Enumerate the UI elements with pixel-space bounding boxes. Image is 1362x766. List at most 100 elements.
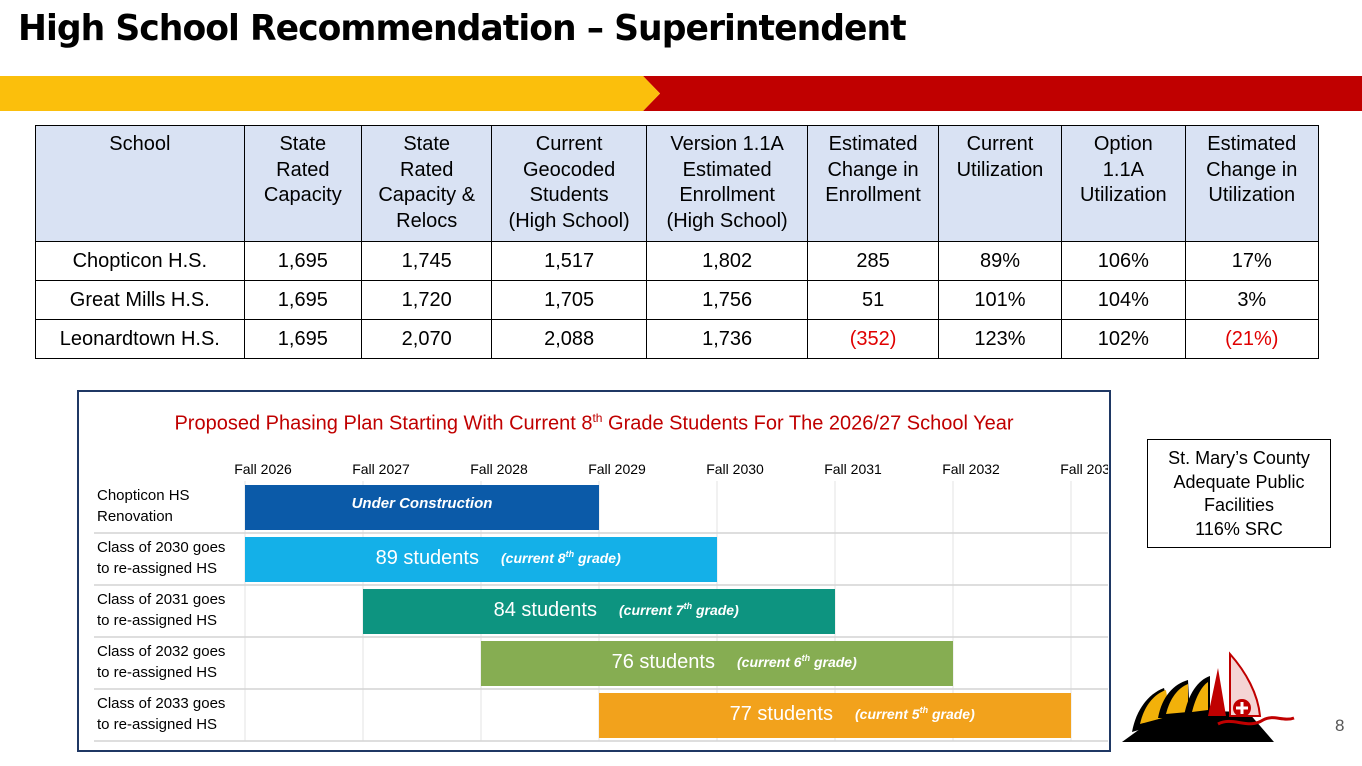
table-cell: (21%) xyxy=(1184,319,1320,359)
row-label: Class of 2032 goes xyxy=(97,643,225,660)
grade-note-sup: th xyxy=(920,705,929,715)
year-label: Fall 2028 xyxy=(470,461,528,477)
grade-note: (current 8th grade) xyxy=(501,549,621,566)
apf-line: Adequate Public xyxy=(1173,471,1305,492)
column-header-line: School xyxy=(109,133,171,155)
apf-line: 116% SRC xyxy=(1195,518,1283,539)
column-header-line: Students xyxy=(529,184,609,206)
table-cell: 104% xyxy=(1061,280,1186,320)
row-label: to re-assigned HS xyxy=(97,612,217,629)
phasing-gantt: Fall 2026 Fall 2027 Fall 2028 Fall 2029 Fall… xyxy=(94,461,1108,742)
column-header-line: State xyxy=(403,133,451,155)
page-number: 8 xyxy=(1335,716,1345,735)
year-label: Fall 2031 xyxy=(824,461,882,477)
table-row: Chopticon H.S. 1,695 1,745 1,517 1,802 285 89%… xyxy=(35,241,1320,281)
table-cell: 2,088 xyxy=(491,319,647,359)
table-cell: 3% xyxy=(1184,280,1320,320)
table-cell: 1,720 xyxy=(360,280,493,320)
table-cell: 123% xyxy=(937,319,1063,359)
column-header-line: Enrollment xyxy=(679,184,775,206)
row-label: Class of 2031 goes xyxy=(97,591,225,608)
row-label: Renovation xyxy=(97,508,173,525)
grade-note: (current 7th grade) xyxy=(619,601,739,618)
column-header-line: Version 1.1A xyxy=(670,133,784,155)
column-header-line: Capacity & xyxy=(378,184,476,206)
column-header-line: Geocoded xyxy=(522,158,616,181)
grade-note-sup: th xyxy=(802,653,811,663)
table-cell: 1,695 xyxy=(243,319,363,359)
column-header-line: Utilization xyxy=(1079,184,1167,206)
apf-line: Facilities xyxy=(1203,495,1274,515)
column-header-line: (High School) xyxy=(666,209,788,232)
column-header-line: Rated xyxy=(276,158,330,181)
column-header-line: Change in xyxy=(827,158,919,181)
column-header-line: Utilization xyxy=(956,158,1044,181)
phase-bar xyxy=(245,537,717,582)
school-name-cell: Great Mills H.S. xyxy=(35,280,245,320)
student-count: 76 students xyxy=(612,651,715,673)
page-title: High School Recommendation – Superintend… xyxy=(18,8,907,49)
phase-bar xyxy=(481,641,953,686)
table-cell: 1,756 xyxy=(645,280,809,320)
row-label: to re-assigned HS xyxy=(97,560,217,577)
table-row: Great Mills H.S. 1,695 1,720 1,705 1,756 51 10… xyxy=(35,280,1320,320)
year-label: Fall 2033 xyxy=(1060,461,1108,477)
table-cell: 1,745 xyxy=(360,241,493,281)
grade-note-text: (current 7 xyxy=(619,602,685,618)
column-header: Version 1.1A Estimated Enrollment (High Sch… xyxy=(645,125,809,242)
school-name-cell: Leonardtown H.S. xyxy=(35,319,245,359)
student-count: 77 students xyxy=(730,703,833,725)
table-cell: 101% xyxy=(937,280,1063,320)
column-header-line: Estimated xyxy=(828,133,918,155)
column-header: Current Utilization xyxy=(937,125,1063,242)
construction-note: Under Construction xyxy=(352,495,493,512)
column-header: Estimated Change in Utilization xyxy=(1184,125,1320,242)
grade-note-text: (current 8 xyxy=(501,550,566,566)
grade-note: (current 5th grade) xyxy=(855,705,975,722)
column-header: School xyxy=(35,125,245,242)
grade-note-text: (current 5 xyxy=(855,706,920,722)
phase-bar xyxy=(363,589,835,634)
row-label: to re-assigned HS xyxy=(97,716,217,733)
column-header: Option 1.1A Utilization xyxy=(1061,125,1186,242)
phasing-plan-title: Proposed Phasing Plan Starting With Curr… xyxy=(174,411,1014,435)
column-header-line: Change in xyxy=(1206,158,1298,181)
table-cell: 106% xyxy=(1061,241,1186,281)
table-cell: 2,070 xyxy=(360,319,493,359)
column-header-line: (High School) xyxy=(508,209,630,232)
grade-note-sup: th xyxy=(566,549,575,559)
row-label: Class of 2033 goes xyxy=(97,695,225,712)
year-label: Fall 2030 xyxy=(706,461,764,477)
grade-note-text: grade) xyxy=(574,550,621,566)
column-header-line: Rated xyxy=(400,158,454,181)
column-header-line: Estimated xyxy=(1207,133,1297,155)
phasing-plan-panel: Proposed Phasing Plan Starting With Curr… xyxy=(77,390,1111,752)
row-label: to re-assigned HS xyxy=(97,664,217,681)
title-banner xyxy=(0,76,1362,111)
column-header-line: Current xyxy=(535,133,603,155)
table-cell: 1,695 xyxy=(243,241,363,281)
table-cell: 1,517 xyxy=(491,241,647,281)
table-cell: 285 xyxy=(807,241,939,281)
table-cell: 1,736 xyxy=(645,319,809,359)
grade-note-text: (current 6 xyxy=(737,654,802,670)
row-label: Chopticon HS xyxy=(97,487,190,504)
phase-bar xyxy=(599,693,1071,738)
st-marys-county-public-schools-logo xyxy=(1122,651,1295,742)
grade-note-text: grade) xyxy=(810,654,857,670)
column-header: Estimated Change in Enrollment xyxy=(807,125,939,242)
column-header-line: Relocs xyxy=(396,209,458,232)
table-cell: 89% xyxy=(937,241,1063,281)
column-header: State Rated Capacity xyxy=(243,125,363,242)
school-name-cell: Chopticon H.S. xyxy=(35,241,245,281)
apf-line: St. Mary’s County xyxy=(1168,448,1310,468)
year-label: Fall 2027 xyxy=(352,461,410,477)
year-label: Fall 2029 xyxy=(588,461,646,477)
column-header-line: State xyxy=(279,133,327,155)
phase-bar xyxy=(245,485,599,530)
table-cell: 1,802 xyxy=(645,241,809,281)
column-header-line: Estimated xyxy=(682,158,772,181)
table-row: Leonardtown H.S. 1,695 2,070 2,088 1,736 (352… xyxy=(35,319,1320,359)
year-label: Fall 2032 xyxy=(942,461,1000,477)
table-cell: 1,705 xyxy=(491,280,647,320)
